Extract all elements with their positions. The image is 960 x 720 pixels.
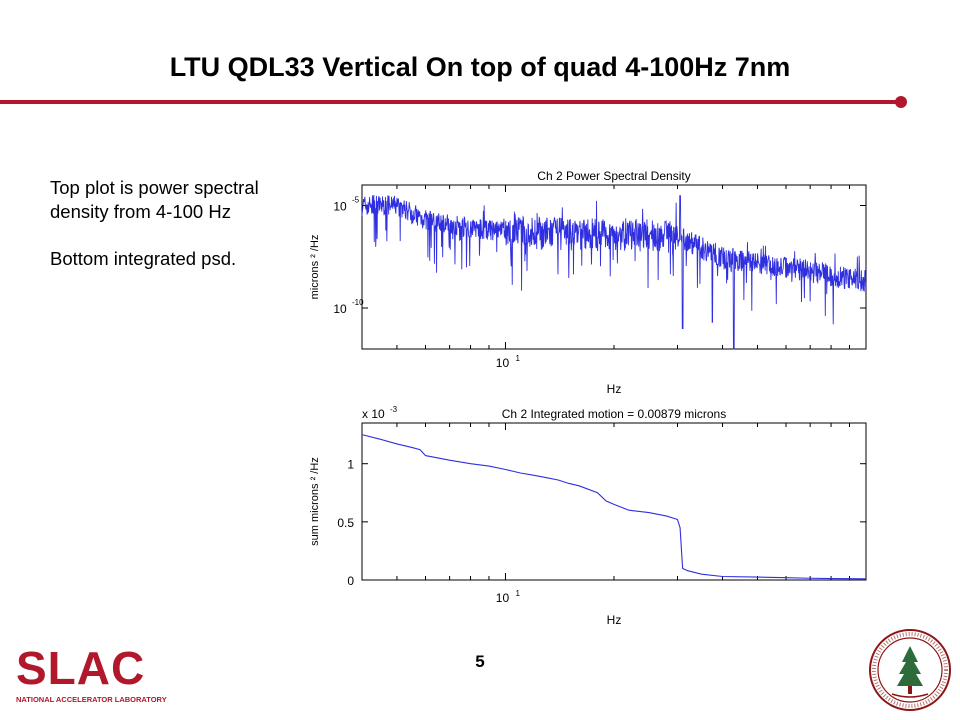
y-multiplier-exponent: -3 bbox=[390, 405, 398, 414]
y-tick-exponent: -5 bbox=[352, 196, 360, 205]
y-tick-label: 10 bbox=[333, 302, 347, 316]
y-tick-label: 0 bbox=[347, 574, 354, 588]
psd-chart: Ch 2 Power Spectral Density 10 1 10 -5 10 -10 H… bbox=[309, 169, 867, 396]
title-divider bbox=[0, 100, 900, 104]
slide-title: LTU QDL33 Vertical On top of quad 4-100H… bbox=[169, 52, 791, 82]
x-axis-label: Hz bbox=[607, 613, 622, 627]
y-multiplier-label: x 10 bbox=[362, 407, 385, 421]
x-axis-label: Hz bbox=[607, 382, 622, 396]
y-axis-label: microns ² /Hz bbox=[309, 235, 321, 300]
page-number: 5 bbox=[475, 652, 485, 671]
plot-frame-2 bbox=[361, 422, 867, 581]
x-tick-exponent: 1 bbox=[515, 354, 520, 363]
y-tick-exponent: -10 bbox=[352, 298, 364, 307]
slac-logo-text: SLAC bbox=[16, 644, 145, 694]
y-tick-label: 0.5 bbox=[337, 516, 354, 530]
description-text: Top plot is power spectral density from … bbox=[50, 176, 270, 295]
title-divider-dot bbox=[895, 96, 907, 108]
y-axis-label: sum microns ² /Hz bbox=[309, 457, 321, 546]
x-tick-label: 10 bbox=[496, 356, 510, 370]
chart-title: Ch 2 Power Spectral Density bbox=[537, 169, 690, 183]
chart-title: Ch 2 Integrated motion = 0.00879 microns bbox=[502, 407, 726, 421]
x-tick-exponent: 1 bbox=[515, 589, 520, 598]
x-tick-label: 10 bbox=[496, 591, 510, 605]
integrated-series-line bbox=[361, 434, 867, 580]
slac-logo-icon: SLAC NATIONAL ACCELERATOR LABORATORY bbox=[16, 644, 167, 704]
plot-frame-1 bbox=[361, 184, 867, 350]
stanford-seal-icon bbox=[869, 629, 951, 711]
integrated-chart: Ch 2 Integrated motion = 0.00879 microns… bbox=[309, 405, 867, 627]
slac-logo-subtext: NATIONAL ACCELERATOR LABORATORY bbox=[16, 695, 167, 704]
y-tick-label: 10 bbox=[333, 200, 347, 214]
description-paragraph-2: Bottom integrated psd. bbox=[50, 248, 237, 269]
y-tick-label: 1 bbox=[347, 458, 354, 472]
psd-series-line bbox=[361, 194, 867, 350]
description-paragraph-1: Top plot is power spectral density from … bbox=[50, 177, 259, 222]
